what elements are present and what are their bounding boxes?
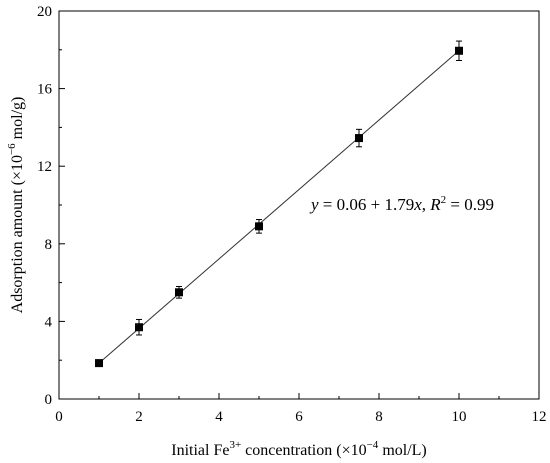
- y-title-sup: −6: [6, 143, 18, 155]
- fit-line-group: [98, 50, 460, 364]
- eq-r-sup: 2: [441, 194, 447, 206]
- x-title-sup: 3+: [229, 439, 241, 451]
- fit-line: [98, 50, 460, 364]
- y-title-suffix: mol/g): [9, 97, 26, 144]
- y-tick-label: 16: [37, 82, 53, 98]
- y-tick-label: 20: [37, 4, 52, 20]
- x-title-mid: concentration (×10: [241, 442, 366, 459]
- axis-ticks: 0 2 4 6 8 10 12 0 4 8 12 16 20: [37, 4, 547, 425]
- data-point: [95, 359, 103, 368]
- y-axis-title: Adsorption amount (×10−6 mol/g): [6, 97, 26, 314]
- x-axis-title: Initial Fe3+ concentration (×10−4 mol/L): [171, 439, 427, 459]
- y-title-prefix: Adsorption amount (×10: [9, 155, 26, 313]
- y-tick-label: 12: [37, 159, 52, 175]
- eq-part3: = 0.99: [446, 195, 494, 214]
- data-point: [455, 46, 463, 55]
- data-point: [255, 222, 263, 231]
- eq-y-var: y: [309, 195, 319, 214]
- y-tick-label: 4: [45, 314, 53, 330]
- data-point: [135, 323, 143, 332]
- x-title-prefix: Initial Fe: [171, 442, 229, 459]
- x-tick-label: 2: [135, 409, 143, 425]
- y-tick-label: 0: [45, 392, 53, 408]
- x-tick-label: 8: [375, 409, 383, 425]
- eq-x-var: x: [413, 195, 422, 214]
- x-tick-label: 10: [452, 409, 467, 425]
- x-tick-label: 6: [295, 409, 303, 425]
- x-title-suffix: mol/L): [378, 442, 426, 459]
- eq-r-var: R: [429, 195, 441, 214]
- fit-equation: y = 0.06 + 1.79x, R2 = 0.99: [309, 194, 494, 214]
- data-point: [355, 134, 363, 143]
- x-title-sup2: −4: [367, 439, 379, 451]
- x-tick-label: 12: [532, 409, 547, 425]
- data-point: [175, 288, 183, 297]
- x-tick-label: 4: [215, 409, 223, 425]
- eq-part2: ,: [422, 195, 431, 214]
- eq-part1: = 0.06 + 1.79: [319, 195, 415, 214]
- y-tick-label: 8: [45, 237, 53, 253]
- data-points: [95, 46, 463, 368]
- x-tick-label: 0: [55, 409, 63, 425]
